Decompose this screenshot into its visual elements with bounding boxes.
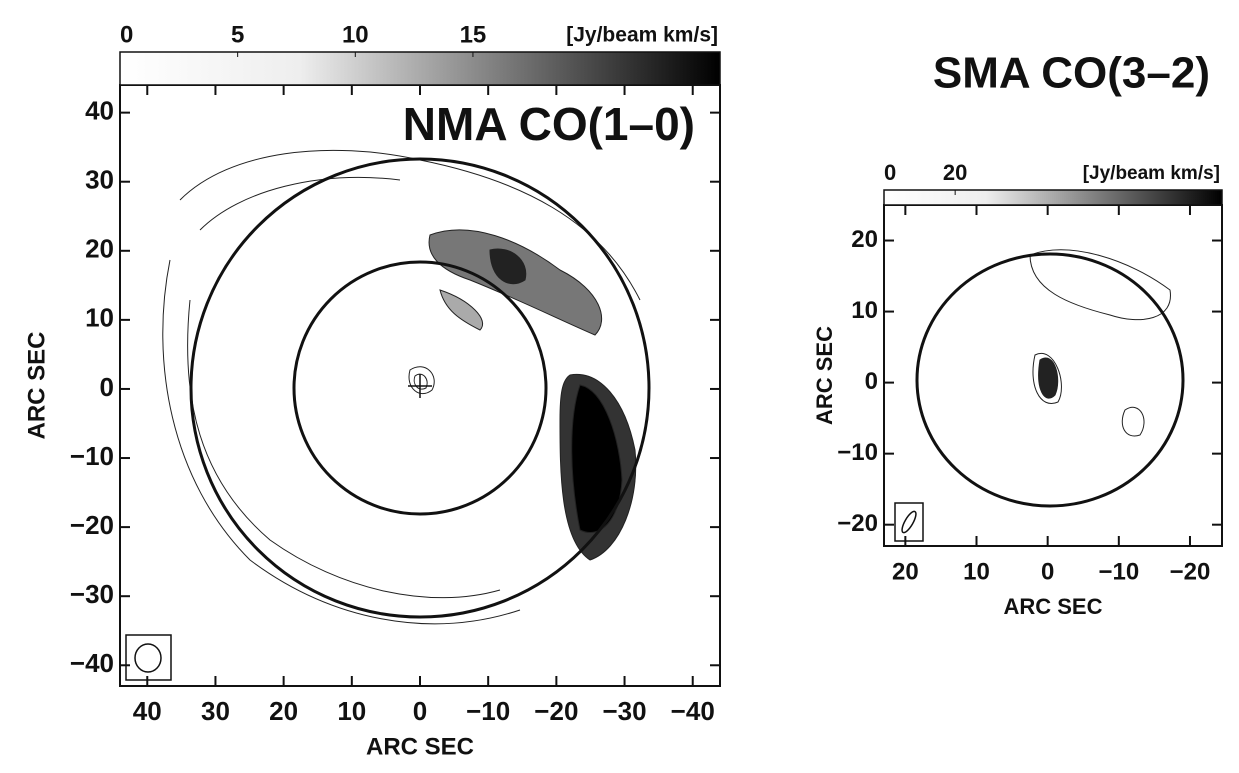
x-tick-label: −20 bbox=[1170, 558, 1211, 585]
y-tick-label: 20 bbox=[85, 234, 114, 264]
x-tick-label: −10 bbox=[466, 696, 510, 726]
colorbar-tick-label: 20 bbox=[943, 160, 967, 185]
y-tick-label: 20 bbox=[851, 226, 878, 253]
reference-circles bbox=[189, 157, 1185, 619]
y-tick-label: 30 bbox=[85, 165, 114, 195]
y-tick-label: 10 bbox=[85, 303, 114, 333]
y-tick-label: −20 bbox=[837, 510, 878, 537]
y-tick-label: −30 bbox=[70, 579, 114, 609]
colorbar-tick-label: 0 bbox=[884, 160, 896, 185]
x-tick-label: 0 bbox=[1041, 558, 1054, 585]
y-axis-label: ARC SEC bbox=[812, 326, 837, 425]
colorbar-tick-label: 15 bbox=[460, 21, 487, 48]
x-tick-label: −10 bbox=[1098, 558, 1139, 585]
x-axis-label: ARC SEC bbox=[366, 733, 474, 760]
colorbar bbox=[883, 189, 1223, 206]
x-tick-label: 40 bbox=[133, 696, 162, 726]
y-tick-label: 40 bbox=[85, 96, 114, 126]
y-tick-label: −20 bbox=[70, 510, 114, 540]
beam bbox=[125, 502, 924, 681]
x-tick-label: 10 bbox=[963, 558, 990, 585]
x-tick-label: 10 bbox=[337, 696, 366, 726]
emission bbox=[162, 149, 1171, 625]
y-tick-label: 10 bbox=[851, 297, 878, 324]
colorbar bbox=[119, 51, 721, 86]
colorbar-tick-label: 10 bbox=[342, 21, 369, 48]
x-tick-label: −20 bbox=[534, 696, 578, 726]
chart-title: NMA CO(1–0) bbox=[403, 98, 695, 150]
x-tick-label: 30 bbox=[201, 696, 230, 726]
colorbar-label: [Jy/beam km/s] bbox=[566, 24, 718, 47]
y-tick-label: −10 bbox=[70, 441, 114, 471]
y-tick-label: −40 bbox=[70, 648, 114, 678]
x-tick-label: 0 bbox=[413, 696, 427, 726]
y-tick-label: 0 bbox=[865, 368, 878, 395]
colorbar-tick-label: 0 bbox=[120, 21, 133, 48]
x-tick-label: −30 bbox=[602, 696, 646, 726]
colorbar-tick-label: 5 bbox=[231, 21, 244, 48]
x-tick-label: 20 bbox=[892, 558, 919, 585]
y-tick-label: 0 bbox=[100, 372, 114, 402]
chart-title: SMA CO(3–2) bbox=[933, 49, 1210, 98]
y-axis-label: ARC SEC bbox=[23, 331, 50, 439]
x-tick-label: −40 bbox=[671, 696, 715, 726]
y-tick-label: −10 bbox=[837, 439, 878, 466]
x-tick-label: 20 bbox=[269, 696, 298, 726]
x-axis-label: ARC SEC bbox=[1003, 594, 1102, 619]
colorbar-label: [Jy/beam km/s] bbox=[1083, 163, 1220, 184]
